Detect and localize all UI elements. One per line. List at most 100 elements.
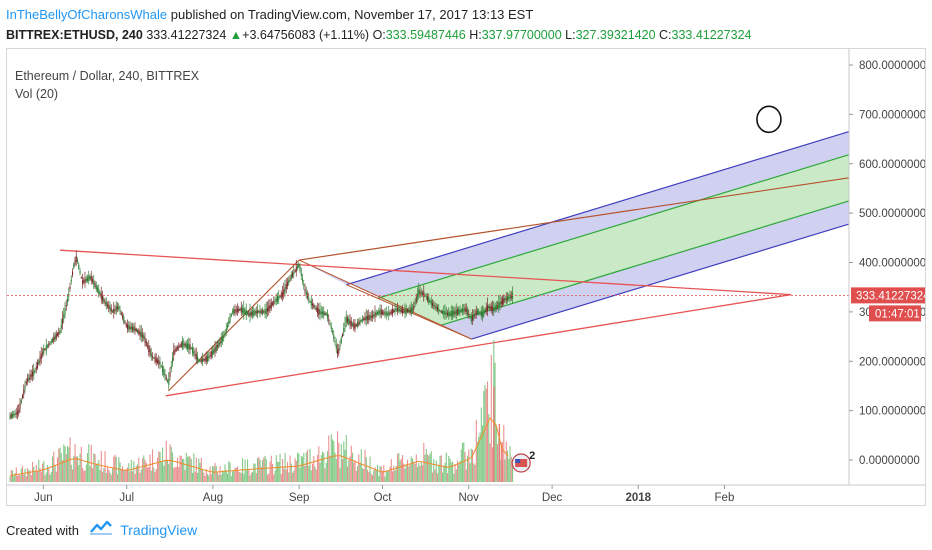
- volume-bar: [12, 470, 14, 482]
- volume-bar: [373, 470, 375, 482]
- candle-body: [64, 308, 66, 315]
- volume-bar: [37, 470, 39, 482]
- created-with-label: Created with: [6, 523, 79, 538]
- candle-body: [85, 278, 87, 282]
- candle-body: [508, 297, 510, 299]
- volume-bar: [103, 468, 105, 482]
- volume-bar: [203, 472, 205, 482]
- volume-bar: [482, 425, 484, 482]
- volume-bar: [450, 462, 452, 482]
- candle-body: [62, 318, 64, 325]
- volume-bar: [285, 469, 287, 482]
- candle-body: [402, 309, 404, 314]
- volume-bar: [360, 449, 362, 482]
- volume-bar: [372, 475, 374, 482]
- candle-body: [382, 311, 384, 315]
- candle-body: [283, 289, 285, 295]
- candle-body: [399, 308, 401, 312]
- candle-body: [182, 341, 184, 347]
- volume-bar: [193, 453, 195, 482]
- volume-bar: [357, 466, 359, 482]
- candle-body: [13, 414, 15, 416]
- x-tick-label: Jul: [119, 492, 134, 504]
- candle-body: [54, 335, 56, 340]
- candle-body: [415, 296, 417, 303]
- chart-panel[interactable]: 20.00000000100.00000000200.00000000300.0…: [6, 48, 926, 506]
- volume-bar: [92, 468, 94, 482]
- candle-body: [464, 307, 466, 313]
- candle-body: [22, 395, 24, 399]
- candle-body: [63, 313, 65, 319]
- volume-bar: [358, 454, 360, 482]
- candle-body: [169, 372, 171, 377]
- volume-bar: [292, 472, 294, 482]
- candle-body: [78, 264, 80, 269]
- volume-bar: [108, 469, 110, 482]
- candle-body: [33, 369, 35, 376]
- candle-body: [17, 411, 19, 415]
- volume-bar: [434, 469, 436, 482]
- volume-bar: [65, 454, 67, 482]
- high-value: 337.97700000: [481, 28, 562, 42]
- candle-body: [75, 256, 77, 262]
- volume-bar: [24, 468, 26, 482]
- candle-body: [255, 311, 257, 314]
- volume-bar: [264, 455, 266, 482]
- candle-body: [60, 324, 62, 329]
- volume-bar: [254, 463, 256, 482]
- candle-body: [215, 345, 217, 351]
- last-price-badge: [851, 287, 925, 304]
- volume-bar: [154, 471, 156, 482]
- candle-body: [72, 271, 74, 276]
- triangle-drawing: [59, 249, 792, 397]
- volume-bar: [179, 455, 181, 482]
- volume-bar: [10, 469, 12, 482]
- volume-bar: [512, 460, 514, 482]
- y-tick-label: 700.00000000: [859, 109, 925, 121]
- volume-bar: [343, 441, 345, 482]
- candle-body: [238, 308, 240, 312]
- candle-body: [107, 304, 109, 307]
- candle-body: [48, 343, 50, 347]
- volume-bar: [402, 455, 404, 482]
- candle-body: [345, 316, 347, 323]
- candle-body: [449, 312, 451, 316]
- price-chart[interactable]: 20.00000000100.00000000200.00000000300.0…: [7, 49, 925, 505]
- x-tick-label: Dec: [542, 492, 563, 504]
- volume-bar: [314, 466, 316, 482]
- volume-bar: [43, 460, 45, 482]
- volume-bar: [494, 362, 496, 482]
- volume-bar: [42, 463, 44, 482]
- volume-bar: [278, 461, 280, 482]
- volume-bar: [353, 462, 355, 482]
- candle-body: [353, 323, 355, 329]
- candle-body: [408, 309, 410, 312]
- volume-bar: [123, 469, 125, 482]
- volume-bar: [177, 457, 179, 482]
- volume-bar: [394, 470, 396, 482]
- volume-bar: [410, 456, 412, 482]
- candle-body: [483, 309, 485, 316]
- volume-bar: [158, 451, 160, 482]
- candle-body: [332, 330, 334, 333]
- volume-bar: [50, 471, 52, 482]
- volume-bar: [409, 463, 411, 482]
- candle-body: [445, 312, 447, 315]
- candle-body: [413, 305, 415, 309]
- volume-bar: [14, 473, 16, 482]
- candle-body: [338, 348, 340, 354]
- volume-bar: [274, 470, 276, 482]
- tradingview-brand-link[interactable]: TradingView: [120, 522, 198, 538]
- volume-bar: [239, 472, 241, 482]
- candle-body: [252, 311, 254, 316]
- candle-body: [380, 309, 382, 316]
- volume-bar: [139, 472, 141, 482]
- candle-body: [507, 295, 509, 302]
- candle-body: [323, 310, 325, 316]
- author-link[interactable]: InTheBellyOfCharonsWhale: [6, 7, 168, 22]
- candle-body: [443, 311, 445, 315]
- candle-body: [152, 356, 154, 358]
- price-axis-bg: [849, 49, 925, 505]
- candle-body: [228, 321, 230, 325]
- candle-body: [500, 301, 502, 305]
